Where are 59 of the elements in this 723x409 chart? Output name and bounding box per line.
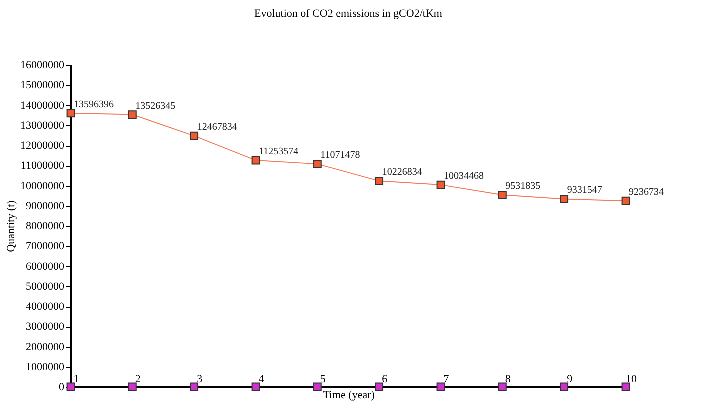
data-label: 10034468 bbox=[444, 171, 484, 182]
y-tick-label: 15000000 bbox=[20, 80, 65, 92]
data-label: 9236734 bbox=[629, 187, 664, 198]
x-tick-label: 3 bbox=[197, 374, 204, 386]
data-label: 11253574 bbox=[259, 146, 299, 158]
data-label: 10226834 bbox=[382, 167, 422, 178]
point bbox=[190, 382, 199, 392]
y-tick-label: 16000000 bbox=[20, 60, 65, 72]
point bbox=[128, 382, 137, 392]
x-tick-label: 2 bbox=[135, 374, 141, 386]
y-tick-label: 9000000 bbox=[26, 200, 65, 212]
data-label: 11071478 bbox=[320, 150, 360, 162]
point bbox=[498, 382, 507, 392]
point bbox=[560, 194, 569, 204]
y-tick-label: 6000000 bbox=[26, 260, 65, 273]
y-tick-label: 5000000 bbox=[26, 280, 65, 293]
data-label: 13596396 bbox=[74, 99, 114, 110]
point bbox=[375, 382, 384, 392]
point bbox=[622, 382, 630, 392]
point bbox=[66, 109, 76, 118]
point bbox=[375, 176, 384, 186]
chart-title: Evolution of CO2 emissions in gCO2/tKm bbox=[254, 8, 443, 20]
x-tick-label: 1 bbox=[74, 374, 80, 386]
y-tick-label: 13000000 bbox=[20, 120, 65, 132]
y-tick-label: 3000000 bbox=[26, 321, 65, 334]
data-label: 9331547 bbox=[567, 185, 602, 196]
y-tick-label: 8000000 bbox=[26, 220, 65, 232]
data-label: 9531835 bbox=[506, 181, 541, 192]
x-tick-label: 5 bbox=[320, 374, 326, 386]
data-label: 13526345 bbox=[136, 100, 176, 112]
point bbox=[436, 382, 446, 392]
y-tick-label: 0 bbox=[59, 382, 65, 394]
point bbox=[190, 132, 199, 140]
point bbox=[313, 382, 322, 392]
y-tick-label: 14000000 bbox=[20, 100, 65, 112]
x-axis-title: Time (year) bbox=[323, 390, 376, 402]
y-tick-label: 4000000 bbox=[26, 301, 65, 313]
x-tick-label: 9 bbox=[567, 374, 574, 386]
x-tick-label: 8 bbox=[505, 374, 512, 386]
y-tick-label: 12000000 bbox=[20, 140, 65, 152]
point bbox=[498, 190, 507, 200]
x-tick-label: 4 bbox=[258, 374, 265, 386]
y-tick-label: 7000000 bbox=[26, 240, 65, 253]
y-tick-label: 11000000 bbox=[20, 160, 65, 172]
x-tick-label: 7 bbox=[444, 374, 450, 386]
y-tick-label: 1000000 bbox=[26, 361, 65, 374]
y-tick-label: 10000000 bbox=[20, 180, 65, 192]
y-tick-label: 2000000 bbox=[26, 341, 65, 354]
point bbox=[622, 196, 630, 206]
y-axis-title: Quantity (t) bbox=[6, 200, 18, 252]
x-tick-label: 6 bbox=[382, 374, 388, 386]
point bbox=[313, 160, 322, 168]
point bbox=[252, 382, 260, 392]
point bbox=[436, 180, 446, 190]
x-tick-label: 10 bbox=[626, 374, 638, 386]
point bbox=[128, 110, 137, 119]
data-label: 12467834 bbox=[197, 122, 238, 134]
point bbox=[560, 382, 569, 392]
point bbox=[252, 156, 260, 165]
